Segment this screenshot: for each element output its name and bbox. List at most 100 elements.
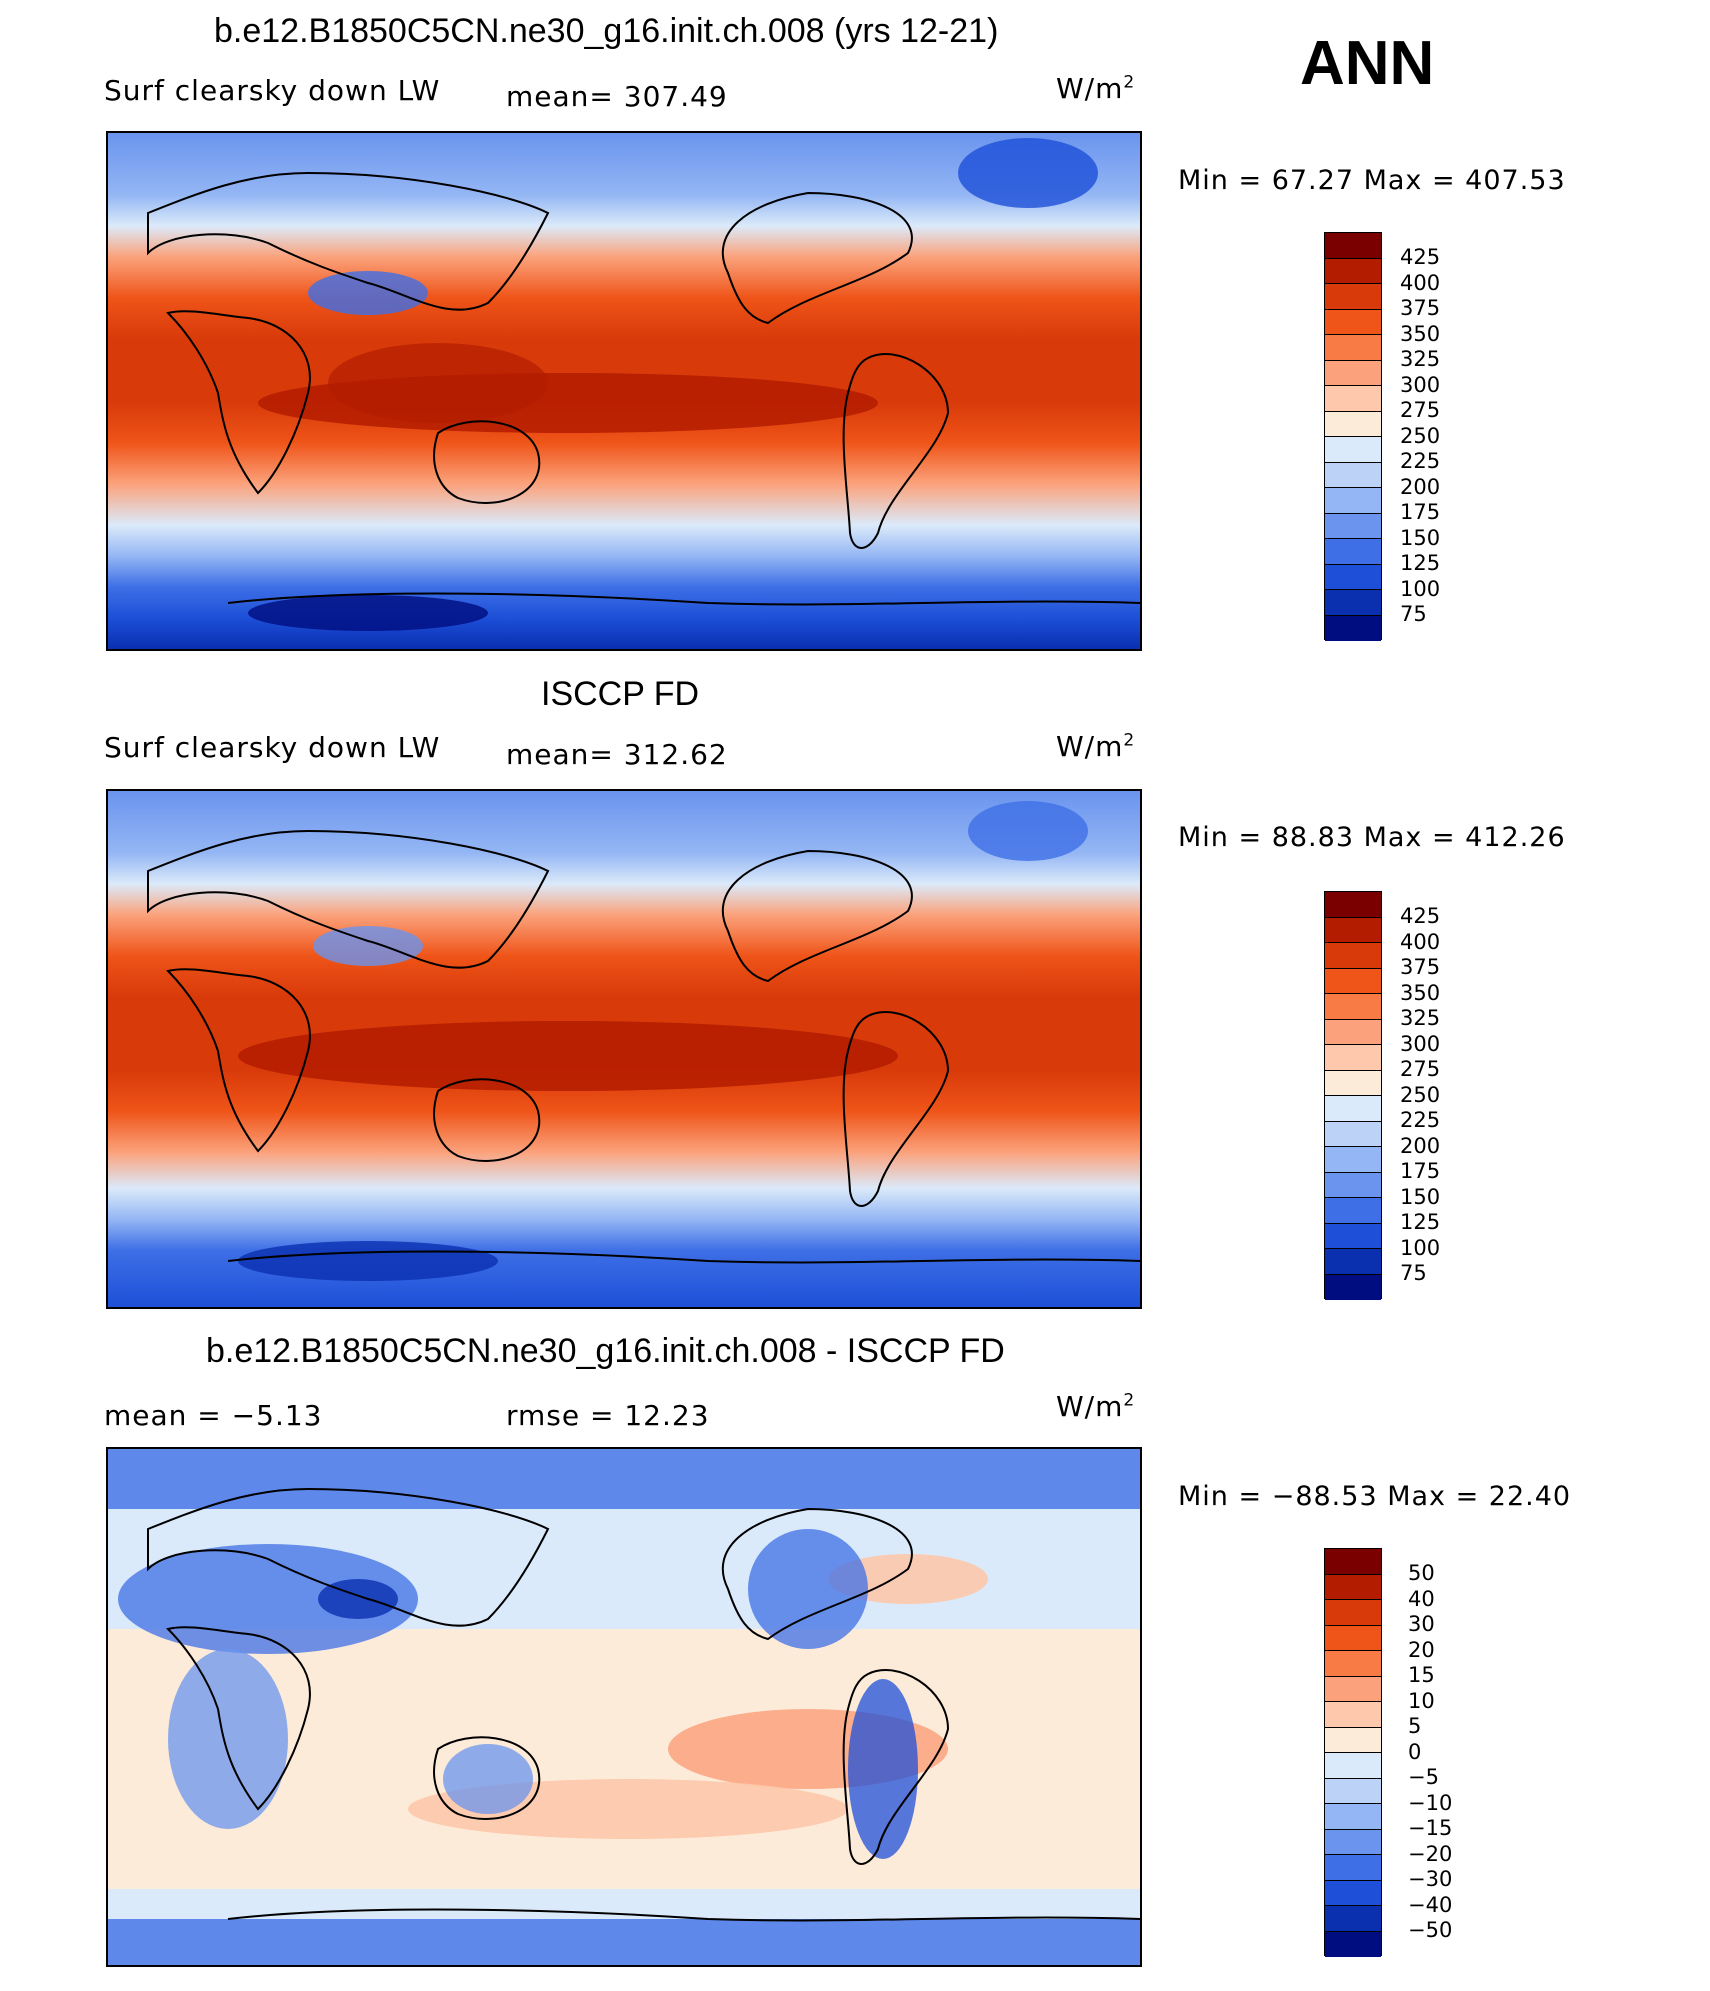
colorbar-tick-label: 125: [1400, 1210, 1441, 1234]
colorbar-tick-label: 425: [1400, 245, 1441, 269]
colorbar-swatch: [1325, 1829, 1381, 1855]
colorbar-swatch: [1325, 1804, 1381, 1830]
colorbar-tick-label: 5: [1408, 1714, 1422, 1738]
colorbar-swatch: [1325, 1198, 1381, 1224]
season-label: ANN: [1300, 29, 1435, 98]
colorbar-tick-label: −40: [1408, 1892, 1453, 1917]
colorbar-tick-label: 75: [1400, 1261, 1427, 1285]
colorbar-tick-label: 325: [1400, 1006, 1441, 1030]
panel2-minmax: Min = 88.83 Max = 412.26: [1178, 822, 1566, 853]
colorbar-swatch: [1325, 1676, 1381, 1702]
colorbar-tick-label: 50: [1408, 1561, 1435, 1585]
colorbar-swatch: [1325, 258, 1381, 284]
colorbar-tick-label: 225: [1400, 449, 1441, 473]
colorbar-tick-label: 350: [1400, 980, 1441, 1005]
panel2-map: [106, 789, 1142, 1309]
colorbar-swatch: [1325, 1906, 1381, 1932]
panel3-map: [106, 1447, 1142, 1967]
colorbar-swatch: [1325, 1121, 1381, 1147]
colorbar-tick-label: 30: [1408, 1612, 1435, 1636]
colorbar-swatch: [1325, 892, 1381, 918]
colorbar-tick-label: 400: [1400, 929, 1441, 954]
panel2-variable-label: Surf clearsky down LW: [104, 731, 441, 764]
colorbar-swatch: [1325, 1651, 1381, 1677]
colorbar-tick-label: 375: [1400, 955, 1441, 979]
panel1-minmax: Min = 67.27 Max = 407.53: [1178, 165, 1566, 196]
panel1-colorbar-ticks: 425 400 375 350 325 300 275 250 225 200 175 150 125 1…: [1400, 245, 1440, 628]
colorbar-tick-label: −10: [1408, 1790, 1453, 1815]
colorbar-tick-label: 300: [1400, 1031, 1441, 1056]
colorbar-swatch: [1325, 1147, 1381, 1173]
colorbar-swatch: [1325, 411, 1381, 437]
panel3-colorbar-ticks: 50 40 30 20 15 10 5 0 −5 −10 −15 −20 −30 −40 −50: [1408, 1561, 1452, 1944]
colorbar-tick-label: 375: [1400, 296, 1441, 320]
colorbar-tick-label: 250: [1400, 423, 1441, 448]
panel2-mean-label: mean= 312.62: [506, 738, 728, 771]
colorbar-tick-label: 40: [1408, 1586, 1435, 1611]
panel1-map-svg: [108, 133, 1140, 649]
colorbar-tick-label: 100: [1400, 576, 1441, 601]
colorbar-swatch: [1325, 1753, 1381, 1779]
panel3-units: W/m2: [1056, 1390, 1136, 1423]
colorbar-tick-label: 300: [1400, 372, 1441, 397]
colorbar-tick-label: 425: [1400, 904, 1441, 928]
colorbar-tick-label: −5: [1408, 1765, 1439, 1789]
colorbar-tick-label: −30: [1408, 1867, 1453, 1891]
colorbar-tick-label: 75: [1400, 602, 1427, 626]
colorbar-swatch: [1325, 1880, 1381, 1906]
colorbar-swatch: [1325, 1931, 1381, 1957]
colorbar-swatch: [1325, 462, 1381, 488]
colorbar-tick-label: 175: [1400, 1159, 1441, 1183]
colorbar-swatch: [1325, 360, 1381, 386]
colorbar-swatch: [1325, 1070, 1381, 1096]
panel2-colorbar-ticks: 425 400 375 350 325 300 275 250 225 200 175 150 125 1…: [1400, 904, 1440, 1287]
colorbar-swatch: [1325, 943, 1381, 969]
colorbar-tick-label: 225: [1400, 1108, 1441, 1132]
panel2-colorbar: [1324, 891, 1382, 1300]
panel3-map-svg: [108, 1449, 1140, 1965]
colorbar-tick-label: 15: [1408, 1663, 1435, 1687]
colorbar-tick-label: 100: [1400, 1235, 1441, 1260]
panel2-units: W/m2: [1056, 730, 1136, 763]
colorbar-swatch: [1325, 590, 1381, 616]
colorbar-swatch: [1325, 309, 1381, 335]
panel1-map: [106, 131, 1142, 651]
colorbar-swatch: [1325, 335, 1381, 361]
colorbar-swatch: [1325, 539, 1381, 565]
colorbar-tick-label: 325: [1400, 347, 1441, 371]
panel1-units: W/m2: [1056, 72, 1136, 105]
colorbar-tick-label: 150: [1400, 525, 1441, 550]
colorbar-swatch: [1325, 1702, 1381, 1728]
panel3-colorbar: [1324, 1548, 1382, 1957]
colorbar-tick-label: 275: [1400, 398, 1441, 422]
colorbar-swatch: [1325, 1172, 1381, 1198]
colorbar-swatch: [1325, 615, 1381, 641]
colorbar-swatch: [1325, 1574, 1381, 1600]
panel3-title: b.e12.B1850C5CN.ne30_g16.init.ch.008 - I…: [206, 1332, 1005, 1370]
colorbar-tick-label: 125: [1400, 551, 1441, 575]
colorbar-tick-label: 200: [1400, 1133, 1441, 1158]
panel2-map-svg: [108, 791, 1140, 1307]
colorbar-tick-label: −20: [1408, 1841, 1453, 1866]
colorbar-tick-label: 400: [1400, 270, 1441, 295]
colorbar-swatch: [1325, 437, 1381, 463]
colorbar-tick-label: 20: [1408, 1637, 1435, 1662]
panel1-title: b.e12.B1850C5CN.ne30_g16.init.ch.008 (yr…: [214, 12, 999, 50]
colorbar-swatch: [1325, 1045, 1381, 1071]
colorbar-tick-label: 250: [1400, 1082, 1441, 1107]
panel1-colorbar: [1324, 232, 1382, 641]
colorbar-swatch: [1325, 1019, 1381, 1045]
panel3-minmax: Min = −88.53 Max = 22.40: [1178, 1481, 1572, 1512]
colorbar-tick-label: −50: [1408, 1918, 1453, 1942]
colorbar-swatch: [1325, 284, 1381, 310]
colorbar-swatch: [1325, 1096, 1381, 1122]
colorbar-swatch: [1325, 386, 1381, 412]
colorbar-swatch: [1325, 564, 1381, 590]
panel2-title: ISCCP FD: [541, 675, 700, 713]
colorbar-tick-label: 10: [1408, 1688, 1435, 1713]
panel3-mean-label: mean = −5.13: [104, 1399, 323, 1432]
colorbar-swatch: [1325, 968, 1381, 994]
colorbar-tick-label: 200: [1400, 474, 1441, 499]
colorbar-swatch: [1325, 994, 1381, 1020]
colorbar-swatch: [1325, 1625, 1381, 1651]
